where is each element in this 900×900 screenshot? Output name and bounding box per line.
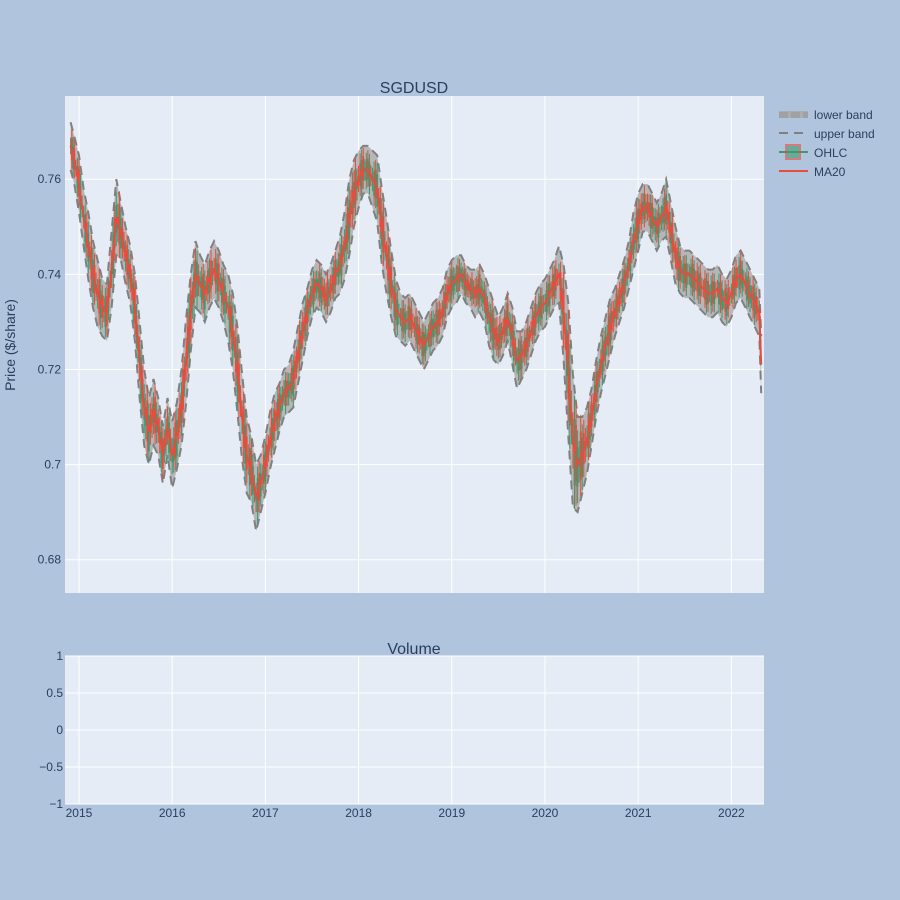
volume-y-tick-label: −1 <box>49 797 63 811</box>
volume-y-tick-labels: 1 0.5 0 −0.5 −1 <box>39 649 63 811</box>
ohlc-body <box>171 449 174 463</box>
legend-item-upper-band[interactable]: upper band <box>779 127 875 141</box>
volume-chart-title: Volume <box>387 641 440 658</box>
ma20-line <box>69 145 763 499</box>
x-tick-label: 2017 <box>252 806 279 820</box>
ma20-legend-label: MA20 <box>814 165 846 179</box>
ohlc-body <box>685 263 688 288</box>
ohlc-body <box>318 272 321 299</box>
ohlc-body <box>519 340 522 370</box>
price-y-tick-label: 0.7 <box>44 458 61 472</box>
x-tick-label: 2018 <box>345 806 372 820</box>
volume-y-tick-label: 0.5 <box>46 686 63 700</box>
ohlc-body <box>367 158 369 179</box>
price-y-tick-label: 0.76 <box>38 172 62 186</box>
ohlc-legend-box <box>785 144 801 160</box>
ohlc-body <box>710 283 713 306</box>
lower-band-legend-fill <box>779 111 808 118</box>
ohlc-body <box>362 156 365 181</box>
ohlc-body <box>450 269 453 296</box>
ma20-series <box>69 145 763 499</box>
x-tick-label: 2020 <box>532 806 559 820</box>
ohlc-body <box>457 266 459 292</box>
lower-band-legend-label: lower band <box>814 108 873 122</box>
x-tick-label: 2016 <box>159 806 186 820</box>
legend-item-ma20[interactable]: MA20 <box>779 165 846 179</box>
ohlc-body <box>166 416 169 435</box>
price-y-tick-labels: 0.68 0.7 0.72 0.74 0.76 <box>38 172 62 566</box>
volume-y-tick-label: 1 <box>56 649 63 663</box>
volume-gridlines <box>65 655 764 805</box>
legend: lower band upper band OHLC MA20 <box>779 108 875 179</box>
ohlc-body <box>147 415 150 452</box>
legend-item-lower-band[interactable]: lower band <box>779 108 873 122</box>
ohlc-body <box>643 193 646 220</box>
volume-y-tick-label: −0.5 <box>39 760 63 774</box>
price-y-axis-title: Price ($/share) <box>2 299 18 391</box>
ohlc-body <box>284 380 287 406</box>
lower-band-line <box>69 169 763 532</box>
x-tick-label: 2015 <box>66 806 93 820</box>
upper-band-legend-label: upper band <box>814 127 875 141</box>
price-chart-title: SGDUSD <box>380 80 448 97</box>
x-tick-label: 2022 <box>718 806 745 820</box>
ohlc-body <box>365 161 368 181</box>
volume-y-tick-label: 0 <box>56 723 63 737</box>
ohlc-body <box>477 278 480 305</box>
ohlc-body <box>104 297 107 328</box>
price-y-tick-label: 0.68 <box>38 553 62 567</box>
legend-item-ohlc[interactable]: OHLC <box>779 144 848 160</box>
price-y-tick-label: 0.72 <box>38 362 62 376</box>
upper-band-line <box>69 121 763 468</box>
x-tick-label: 2021 <box>625 806 652 820</box>
ohlc-legend-label: OHLC <box>814 146 848 160</box>
x-tick-label: 2019 <box>438 806 465 820</box>
price-y-tick-label: 0.74 <box>38 267 62 281</box>
ohlc-body <box>579 431 582 480</box>
x-tick-labels: 2015 2016 2017 2018 2019 2020 2021 2022 <box>66 806 745 820</box>
